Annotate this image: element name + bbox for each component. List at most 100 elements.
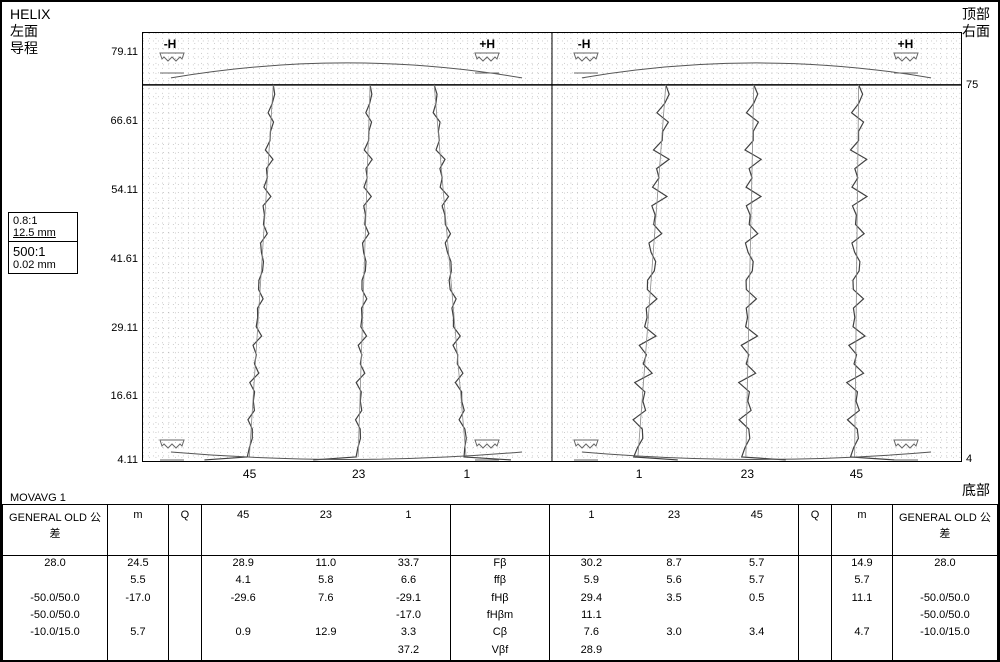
top-label: 顶部	[962, 6, 990, 22]
data-cell: 28.9	[550, 643, 633, 660]
param-cell: fHβ	[450, 591, 550, 608]
data-cell: 5.7	[716, 573, 799, 590]
data-cell	[201, 608, 284, 625]
col-header: 1	[367, 505, 450, 555]
x-tick: 23	[727, 467, 767, 481]
data-cell: 3.3	[367, 625, 450, 642]
x-tick: 23	[339, 467, 379, 481]
data-cell	[284, 608, 367, 625]
m-cell: 5.7	[832, 573, 893, 590]
m-cell	[832, 608, 893, 625]
data-cell	[633, 608, 716, 625]
scale-r1-top: 0.8:1	[13, 215, 73, 227]
q-cell	[798, 591, 831, 608]
data-cell: 28.9	[201, 555, 284, 573]
data-cell: -29.1	[367, 591, 450, 608]
q-cell	[168, 643, 201, 660]
tol-cell	[3, 573, 108, 590]
tol-header-left: GENERAL OLD 公差	[3, 505, 108, 555]
data-cell: 33.7	[367, 555, 450, 573]
y-tick: 16.61	[93, 390, 138, 402]
param-cell: Vβf	[450, 643, 550, 660]
m-cell: 24.5	[108, 555, 169, 573]
data-cell: 5.6	[633, 573, 716, 590]
x-tick: 1	[619, 467, 659, 481]
top-left-label: HELIX 左面 导程	[10, 6, 50, 56]
helix-label: HELIX	[10, 6, 50, 22]
scale-r2-bot: 0.02 mm	[13, 259, 73, 271]
param-cell: Fβ	[450, 555, 550, 573]
scale-box: 0.8:1 12.5 mm 500:1 0.02 mm	[8, 212, 78, 274]
data-cell	[201, 643, 284, 660]
movavg-label: MOVAVG 1	[10, 492, 66, 504]
helix-chart: 79.1166.6154.1141.6129.1116.614.11754452…	[142, 32, 962, 462]
q-cell	[798, 625, 831, 642]
data-cell: 30.2	[550, 555, 633, 573]
scale-ratio-2: 500:1 0.02 mm	[8, 242, 78, 274]
scale-r1-bot: 12.5 mm	[13, 227, 73, 239]
lead-label: 导程	[10, 40, 38, 56]
data-cell: -29.6	[201, 591, 284, 608]
scale-ratio-1: 0.8:1 12.5 mm	[8, 212, 78, 242]
data-cell: 0.5	[716, 591, 799, 608]
y-tick: 79.11	[93, 46, 138, 58]
m-header-right: m	[832, 505, 893, 555]
data-cell: 7.6	[550, 625, 633, 642]
data-cell: 5.8	[284, 573, 367, 590]
data-cell: 3.4	[716, 625, 799, 642]
col-header: 23	[284, 505, 367, 555]
data-cell: 12.9	[284, 625, 367, 642]
col-header: 1	[550, 505, 633, 555]
tol-cell: -50.0/50.0	[892, 591, 997, 608]
data-cell: 7.6	[284, 591, 367, 608]
m-cell: 14.9	[832, 555, 893, 573]
right-face-label: 右面	[962, 23, 990, 39]
y-tick: 29.11	[93, 322, 138, 334]
param-cell: Cβ	[450, 625, 550, 642]
report-frame: HELIX 左面 导程 顶部 右面 0.8:1 12.5 mm 500:1 0.…	[0, 0, 1000, 662]
m-cell: 4.7	[832, 625, 893, 642]
tol-cell: -50.0/50.0	[3, 608, 108, 625]
col-header: 45	[716, 505, 799, 555]
top-right-label: 顶部 右面	[962, 6, 990, 56]
gear-icon	[156, 436, 188, 464]
param-cell: fHβm	[450, 608, 550, 625]
m-cell	[108, 608, 169, 625]
tol-cell: -10.0/15.0	[3, 625, 108, 642]
param-cell: ffβ	[450, 573, 550, 590]
tol-header-right: GENERAL OLD 公差	[892, 505, 997, 555]
data-cell: 29.4	[550, 591, 633, 608]
q-cell	[168, 608, 201, 625]
col-header: 23	[633, 505, 716, 555]
data-table: GENERAL OLD 公差mQ4523112345QmGENERAL OLD …	[2, 504, 998, 660]
q-cell	[798, 608, 831, 625]
tol-cell: 28.0	[892, 555, 997, 573]
gear-icon	[890, 436, 922, 464]
x-tick: 1	[447, 467, 487, 481]
tol-cell	[892, 643, 997, 660]
tol-cell: -50.0/50.0	[3, 591, 108, 608]
data-cell	[716, 608, 799, 625]
y-right-tick: 75	[966, 79, 991, 91]
q-cell	[798, 555, 831, 573]
data-cell	[716, 643, 799, 660]
data-cell	[633, 643, 716, 660]
data-cell: 37.2	[367, 643, 450, 660]
data-cell: 3.5	[633, 591, 716, 608]
y-right-tick: 4	[966, 453, 991, 465]
q-header-right: Q	[798, 505, 831, 555]
gear-icon	[471, 436, 503, 464]
q-cell	[168, 625, 201, 642]
tol-cell: -50.0/50.0	[892, 608, 997, 625]
m-cell	[832, 643, 893, 660]
m-cell: 11.1	[832, 591, 893, 608]
data-cell: 0.9	[201, 625, 284, 642]
data-cell: 6.6	[367, 573, 450, 590]
q-cell	[168, 573, 201, 590]
data-cell: 11.0	[284, 555, 367, 573]
y-tick: 66.61	[93, 115, 138, 127]
tol-cell	[892, 573, 997, 590]
data-cell: 5.9	[550, 573, 633, 590]
tol-cell	[3, 643, 108, 660]
bottom-side-label: 底部	[962, 480, 990, 500]
